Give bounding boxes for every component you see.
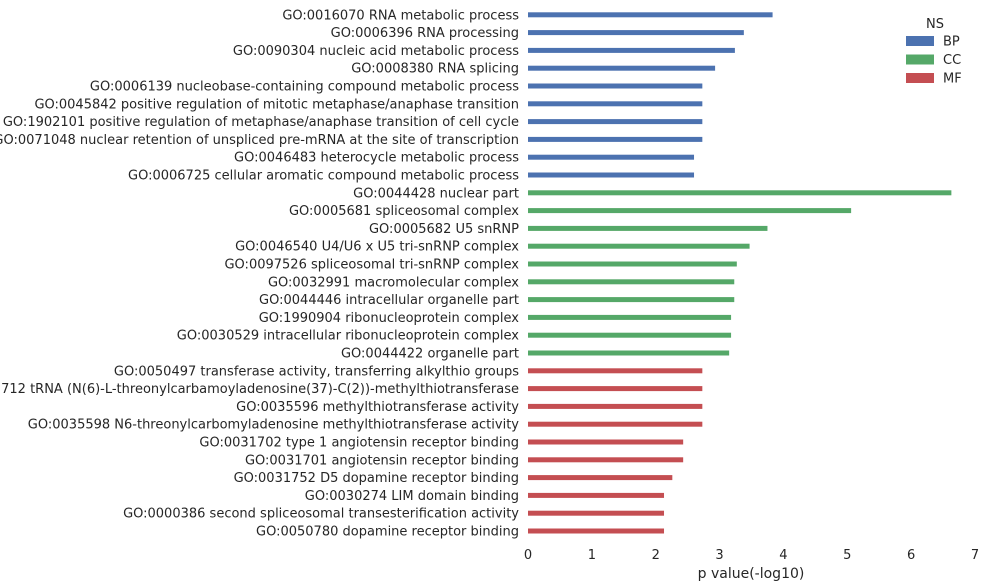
category-label: GO:0031752 D5 dopamine receptor binding: [234, 471, 519, 486]
category-label: GO:0050497 transferase activity, transfe…: [114, 364, 519, 379]
legend-title: NS: [926, 17, 944, 32]
bar: [528, 297, 735, 303]
bar: [528, 279, 735, 285]
bar: [528, 154, 695, 160]
category-label: GO:0006396 RNA processing: [331, 26, 519, 41]
category-label: GO:0016070 RNA metabolic process: [282, 8, 519, 23]
category-label: GO:0045842 positive regulation of mitoti…: [34, 97, 519, 112]
bar: [528, 136, 703, 142]
bar: [528, 475, 673, 481]
category-label: GO:0005681 spliceosomal complex: [289, 204, 519, 219]
bar: [528, 119, 703, 125]
category-label: GO:0044422 organelle part: [341, 347, 519, 362]
x-tick-label: 6: [907, 548, 915, 563]
category-label: GO:0000386 second spliceosomal transeste…: [123, 507, 519, 522]
bar: [528, 350, 730, 356]
category-label: GO:0031702 type 1 angiotensin receptor b…: [199, 436, 519, 451]
category-label: GO:0005682 U5 snRNP: [369, 222, 519, 237]
bar: [528, 243, 750, 249]
x-tick-label: 5: [843, 548, 851, 563]
bar: [528, 65, 716, 71]
category-label: GO:0044428 nuclear part: [353, 186, 519, 201]
bar: [528, 172, 695, 178]
bar: [528, 190, 952, 196]
bar: [528, 47, 735, 53]
bar: [528, 225, 768, 231]
category-label: GO:1902101 positive regulation of metaph…: [3, 115, 519, 130]
category-label: GO:0030274 LIM domain binding: [305, 489, 519, 504]
category-label: GO:0071048 nuclear retention of unsplice…: [0, 133, 519, 148]
bar: [528, 492, 665, 498]
legend-swatch: [906, 36, 934, 46]
category-label: GO:0035598 N6-threonylcarbomyladenosine …: [28, 418, 520, 433]
category-label: GO:0035596 methylthiotransferase activit…: [236, 400, 519, 415]
legend-label: MF: [943, 72, 962, 87]
legend-swatch: [906, 73, 934, 83]
bar: [528, 12, 773, 18]
category-label: GO:0008380 RNA splicing: [351, 62, 519, 77]
x-tick-label: 3: [715, 548, 723, 563]
bar: [528, 314, 732, 320]
x-axis-ticks: 0 1 2 3 4 5 6 7: [524, 548, 979, 563]
category-label: GO:1990904 ribonucleoprotein complex: [259, 311, 520, 326]
bar: [528, 101, 703, 107]
category-label: GO:0097526 spliceosomal tri-snRNP comple…: [224, 258, 519, 273]
legend-label: CC: [943, 53, 961, 68]
bar: [528, 83, 703, 89]
bar: [528, 439, 684, 445]
bar: [528, 457, 684, 463]
bar: [528, 208, 852, 214]
x-tick-label: 7: [971, 548, 979, 563]
legend-label: BP: [943, 35, 960, 50]
category-label: GO:0046540 U4/U6 x U5 tri-snRNP complex: [235, 240, 519, 255]
x-tick-label: 4: [779, 548, 787, 563]
category-label: GO:0032991 macromolecular complex: [268, 275, 519, 290]
bar: [528, 403, 703, 409]
x-tick-label: 0: [524, 548, 532, 563]
category-label: GO:0046483 heterocycle metabolic process: [234, 151, 519, 166]
category-label: GO:0050780 dopamine receptor binding: [256, 525, 519, 540]
bars-layer: [528, 12, 952, 534]
bar: [528, 261, 737, 267]
category-label: GO:0061712 tRNA (N(6)-L-threonylcarbamoy…: [0, 382, 519, 397]
category-label: GO:0044446 intracellular organelle part: [259, 293, 519, 308]
x-axis-title: p value(-log10): [698, 566, 805, 582]
bar: [528, 528, 665, 534]
category-label: GO:0031701 angiotensin receptor binding: [245, 453, 519, 468]
legend-swatch: [906, 54, 934, 65]
category-label: GO:0006725 cellular aromatic compound me…: [128, 169, 519, 184]
category-label: GO:0090304 nucleic acid metabolic proces…: [233, 44, 519, 59]
x-tick-label: 1: [588, 548, 596, 563]
category-labels: GO:0016070 RNA metabolic process GO:00063…: [0, 8, 519, 539]
category-label: GO:0006139 nucleobase-containing compoun…: [90, 80, 519, 95]
bar: [528, 368, 703, 374]
bar: [528, 30, 744, 36]
category-label: GO:0030529 intracellular ribonucleoprote…: [177, 329, 520, 344]
legend: NS BP CC MF: [906, 17, 962, 87]
x-tick-label: 2: [652, 548, 660, 563]
bar: [528, 386, 703, 392]
bar: [528, 421, 703, 427]
bar: [528, 510, 665, 516]
bar: [528, 332, 732, 338]
